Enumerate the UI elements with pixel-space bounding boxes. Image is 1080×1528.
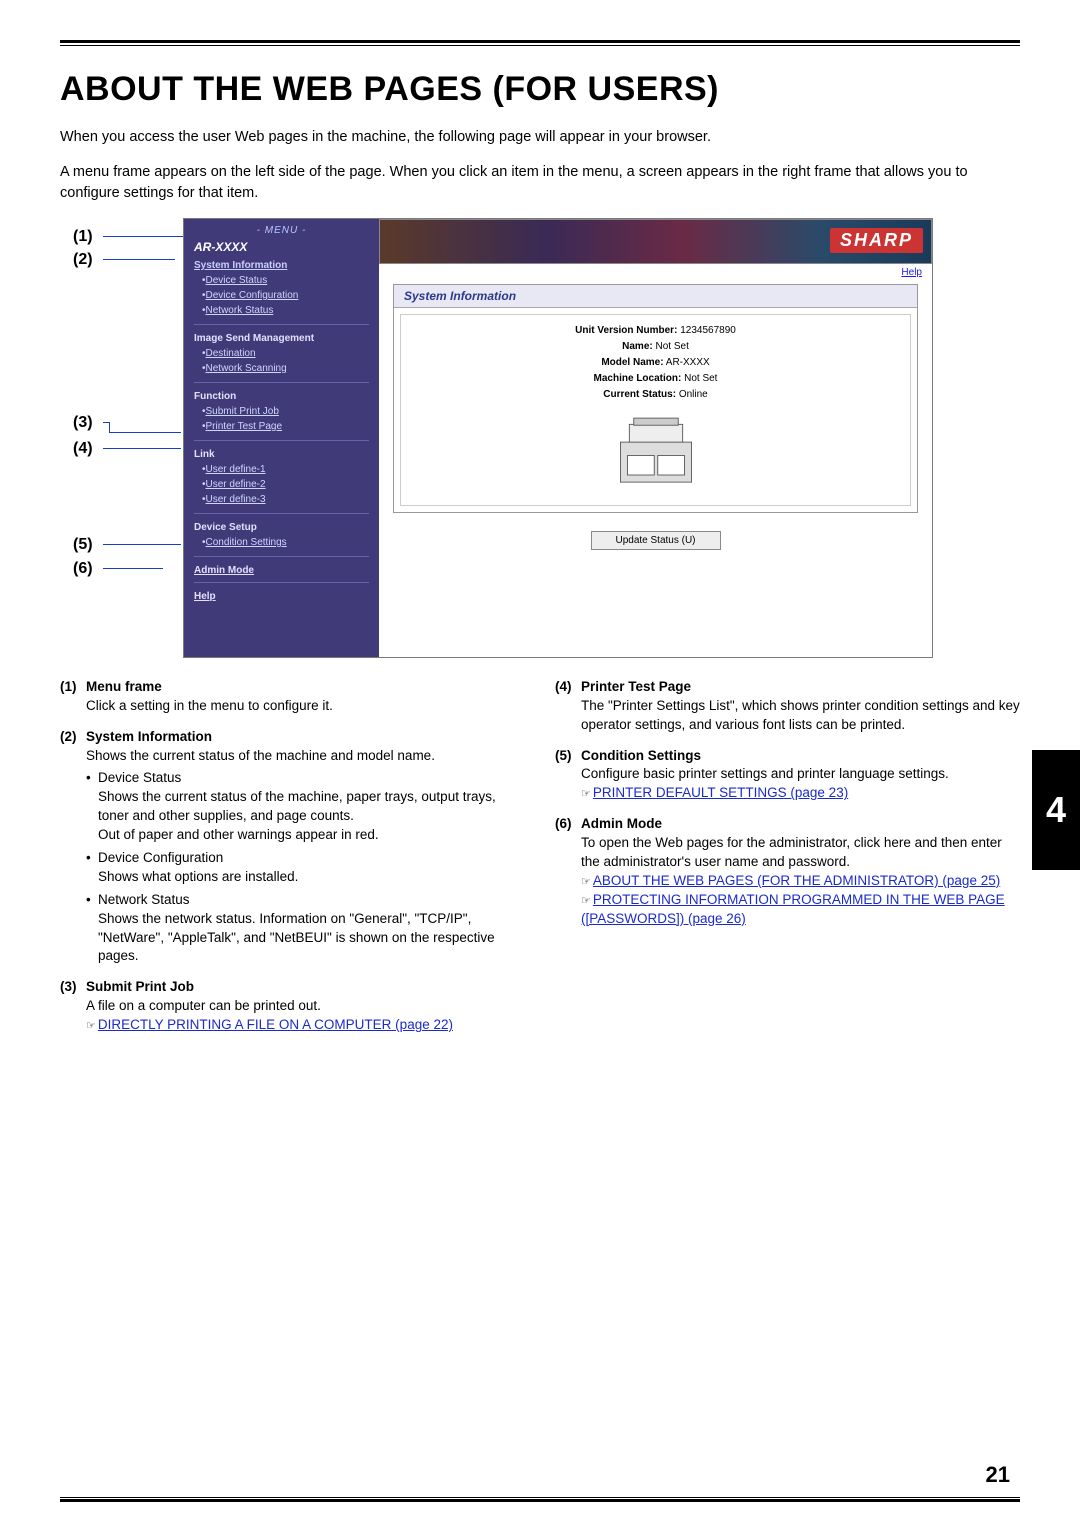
kv-loc-l: Machine Location: [594, 373, 682, 384]
panel-title: System Information [394, 285, 917, 308]
d3-xref[interactable]: DIRECTLY PRINTING A FILE ON A COMPUTER (… [98, 1017, 453, 1032]
kv-unitver-l: Unit Version Number: [575, 325, 677, 336]
menu-frame: - MENU - AR-XXXX System Information Devi… [184, 219, 379, 657]
page-number: 21 [986, 1462, 1010, 1488]
menu-sec-admin[interactable]: Admin Mode [194, 565, 369, 576]
chapter-tab: 4 [1032, 750, 1080, 870]
update-status-button[interactable]: Update Status (U) [591, 531, 721, 550]
callout-5: (5) [73, 536, 93, 554]
rule-bttm-thin [60, 1497, 1020, 1498]
rule-thin [60, 45, 1020, 46]
menu-item-u1[interactable]: User define-1 [202, 462, 369, 477]
d2s2t: Device Configuration [98, 850, 223, 865]
description-columns: (1) Menu frame Click a setting in the me… [60, 678, 1020, 1047]
intro-2: A menu frame appears on the left side of… [60, 162, 1020, 203]
d6-body: To open the Web pages for the administra… [581, 835, 1002, 869]
d5-title: Condition Settings [581, 748, 701, 763]
callout-2: (2) [73, 251, 93, 269]
menu-sec-img: Image Send Management [194, 333, 369, 344]
menu-sec-devset: Device Setup [194, 522, 369, 533]
printer-icon [601, 411, 711, 491]
d2s1t: Device Status [98, 770, 181, 785]
col-right: (4) Printer Test Page The "Printer Setti… [555, 678, 1020, 1047]
d5-xref[interactable]: PRINTER DEFAULT SETTINGS (page 23) [593, 785, 848, 800]
kv-name-v: Not Set [656, 341, 689, 352]
d1-title: Menu frame [86, 679, 162, 694]
menu-head: - MENU - [194, 225, 369, 236]
menu-sec-func: Function [194, 391, 369, 402]
menu-item-test[interactable]: Printer Test Page [202, 419, 369, 434]
d1-body: Click a setting in the menu to configure… [86, 698, 333, 713]
menu-item-devconf[interactable]: Device Configuration [202, 288, 369, 303]
callouts: (1) (2) (3) (4) (5) (6) [73, 218, 183, 658]
d6-xref2[interactable]: PROTECTING INFORMATION PROGRAMMED IN THE… [581, 892, 1005, 926]
screenshot-area: (1) (2) (3) (4) (5) (6) - MENU - AR-XXXX… [145, 218, 935, 658]
page-title: ABOUT THE WEB PAGES (FOR USERS) [60, 70, 1020, 109]
screenshot-frame: - MENU - AR-XXXX System Information Devi… [183, 218, 933, 658]
menu-sec-link: Link [194, 449, 369, 460]
rule-bttm-thick [60, 1499, 1020, 1502]
kv-model-l: Model Name: [601, 357, 663, 368]
sysinfo-panel: System Information Unit Version Number: … [393, 284, 918, 513]
kv-stat-l: Current Status: [603, 389, 676, 400]
col-left: (1) Menu frame Click a setting in the me… [60, 678, 525, 1047]
d4-body: The "Printer Settings List", which shows… [581, 698, 1020, 732]
callout-3: (3) [73, 414, 93, 432]
d2-title: System Information [86, 729, 212, 744]
kv-unitver-v: 1234567890 [680, 325, 736, 336]
d4-title: Printer Test Page [581, 679, 691, 694]
menu-item-devstat[interactable]: Device Status [202, 273, 369, 288]
menu-model: AR-XXXX [194, 240, 369, 254]
d3-title: Submit Print Job [86, 979, 194, 994]
menu-item-submit[interactable]: Submit Print Job [202, 404, 369, 419]
panel-body: Unit Version Number: 1234567890 Name: No… [400, 314, 911, 506]
d6-xref1[interactable]: ABOUT THE WEB PAGES (FOR THE ADMINISTRAT… [593, 873, 1000, 888]
d3-body: A file on a computer can be printed out. [86, 998, 321, 1013]
kv-loc-v: Not Set [684, 373, 717, 384]
d5-body: Configure basic printer settings and pri… [581, 766, 949, 781]
rule-thick [60, 40, 1020, 43]
menu-item-u2[interactable]: User define-2 [202, 477, 369, 492]
content-frame: SHARP Help System Information Unit Versi… [379, 219, 932, 657]
help-link[interactable]: Help [901, 267, 922, 278]
d2s3t: Network Status [98, 892, 190, 907]
menu-item-netscan[interactable]: Network Scanning [202, 361, 369, 376]
kv-stat-v: Online [679, 389, 708, 400]
d2-body: Shows the current status of the machine … [86, 748, 435, 763]
callout-1: (1) [73, 228, 93, 246]
d6-title: Admin Mode [581, 816, 662, 831]
banner: SHARP [379, 219, 932, 264]
menu-item-cond[interactable]: Condition Settings [202, 535, 369, 550]
callout-6: (6) [73, 560, 93, 578]
menu-item-netstat[interactable]: Network Status [202, 303, 369, 318]
kv-name-l: Name: [622, 341, 653, 352]
menu-sec-help[interactable]: Help [194, 591, 369, 602]
d2s1b: Shows the current status of the machine,… [98, 789, 496, 823]
d2s3b: Shows the network status. Information on… [98, 911, 495, 964]
menu-item-u3[interactable]: User define-3 [202, 492, 369, 507]
d2s2b: Shows what options are installed. [98, 869, 298, 884]
menu-item-dest[interactable]: Destination [202, 346, 369, 361]
brand-logo: SHARP [830, 228, 923, 253]
intro-1: When you access the user Web pages in th… [60, 127, 1020, 147]
menu-sec-sysinfo[interactable]: System Information [194, 260, 369, 271]
kv-model-v: AR-XXXX [666, 357, 710, 368]
callout-4: (4) [73, 440, 93, 458]
d2s1c: Out of paper and other warnings appear i… [98, 827, 379, 842]
